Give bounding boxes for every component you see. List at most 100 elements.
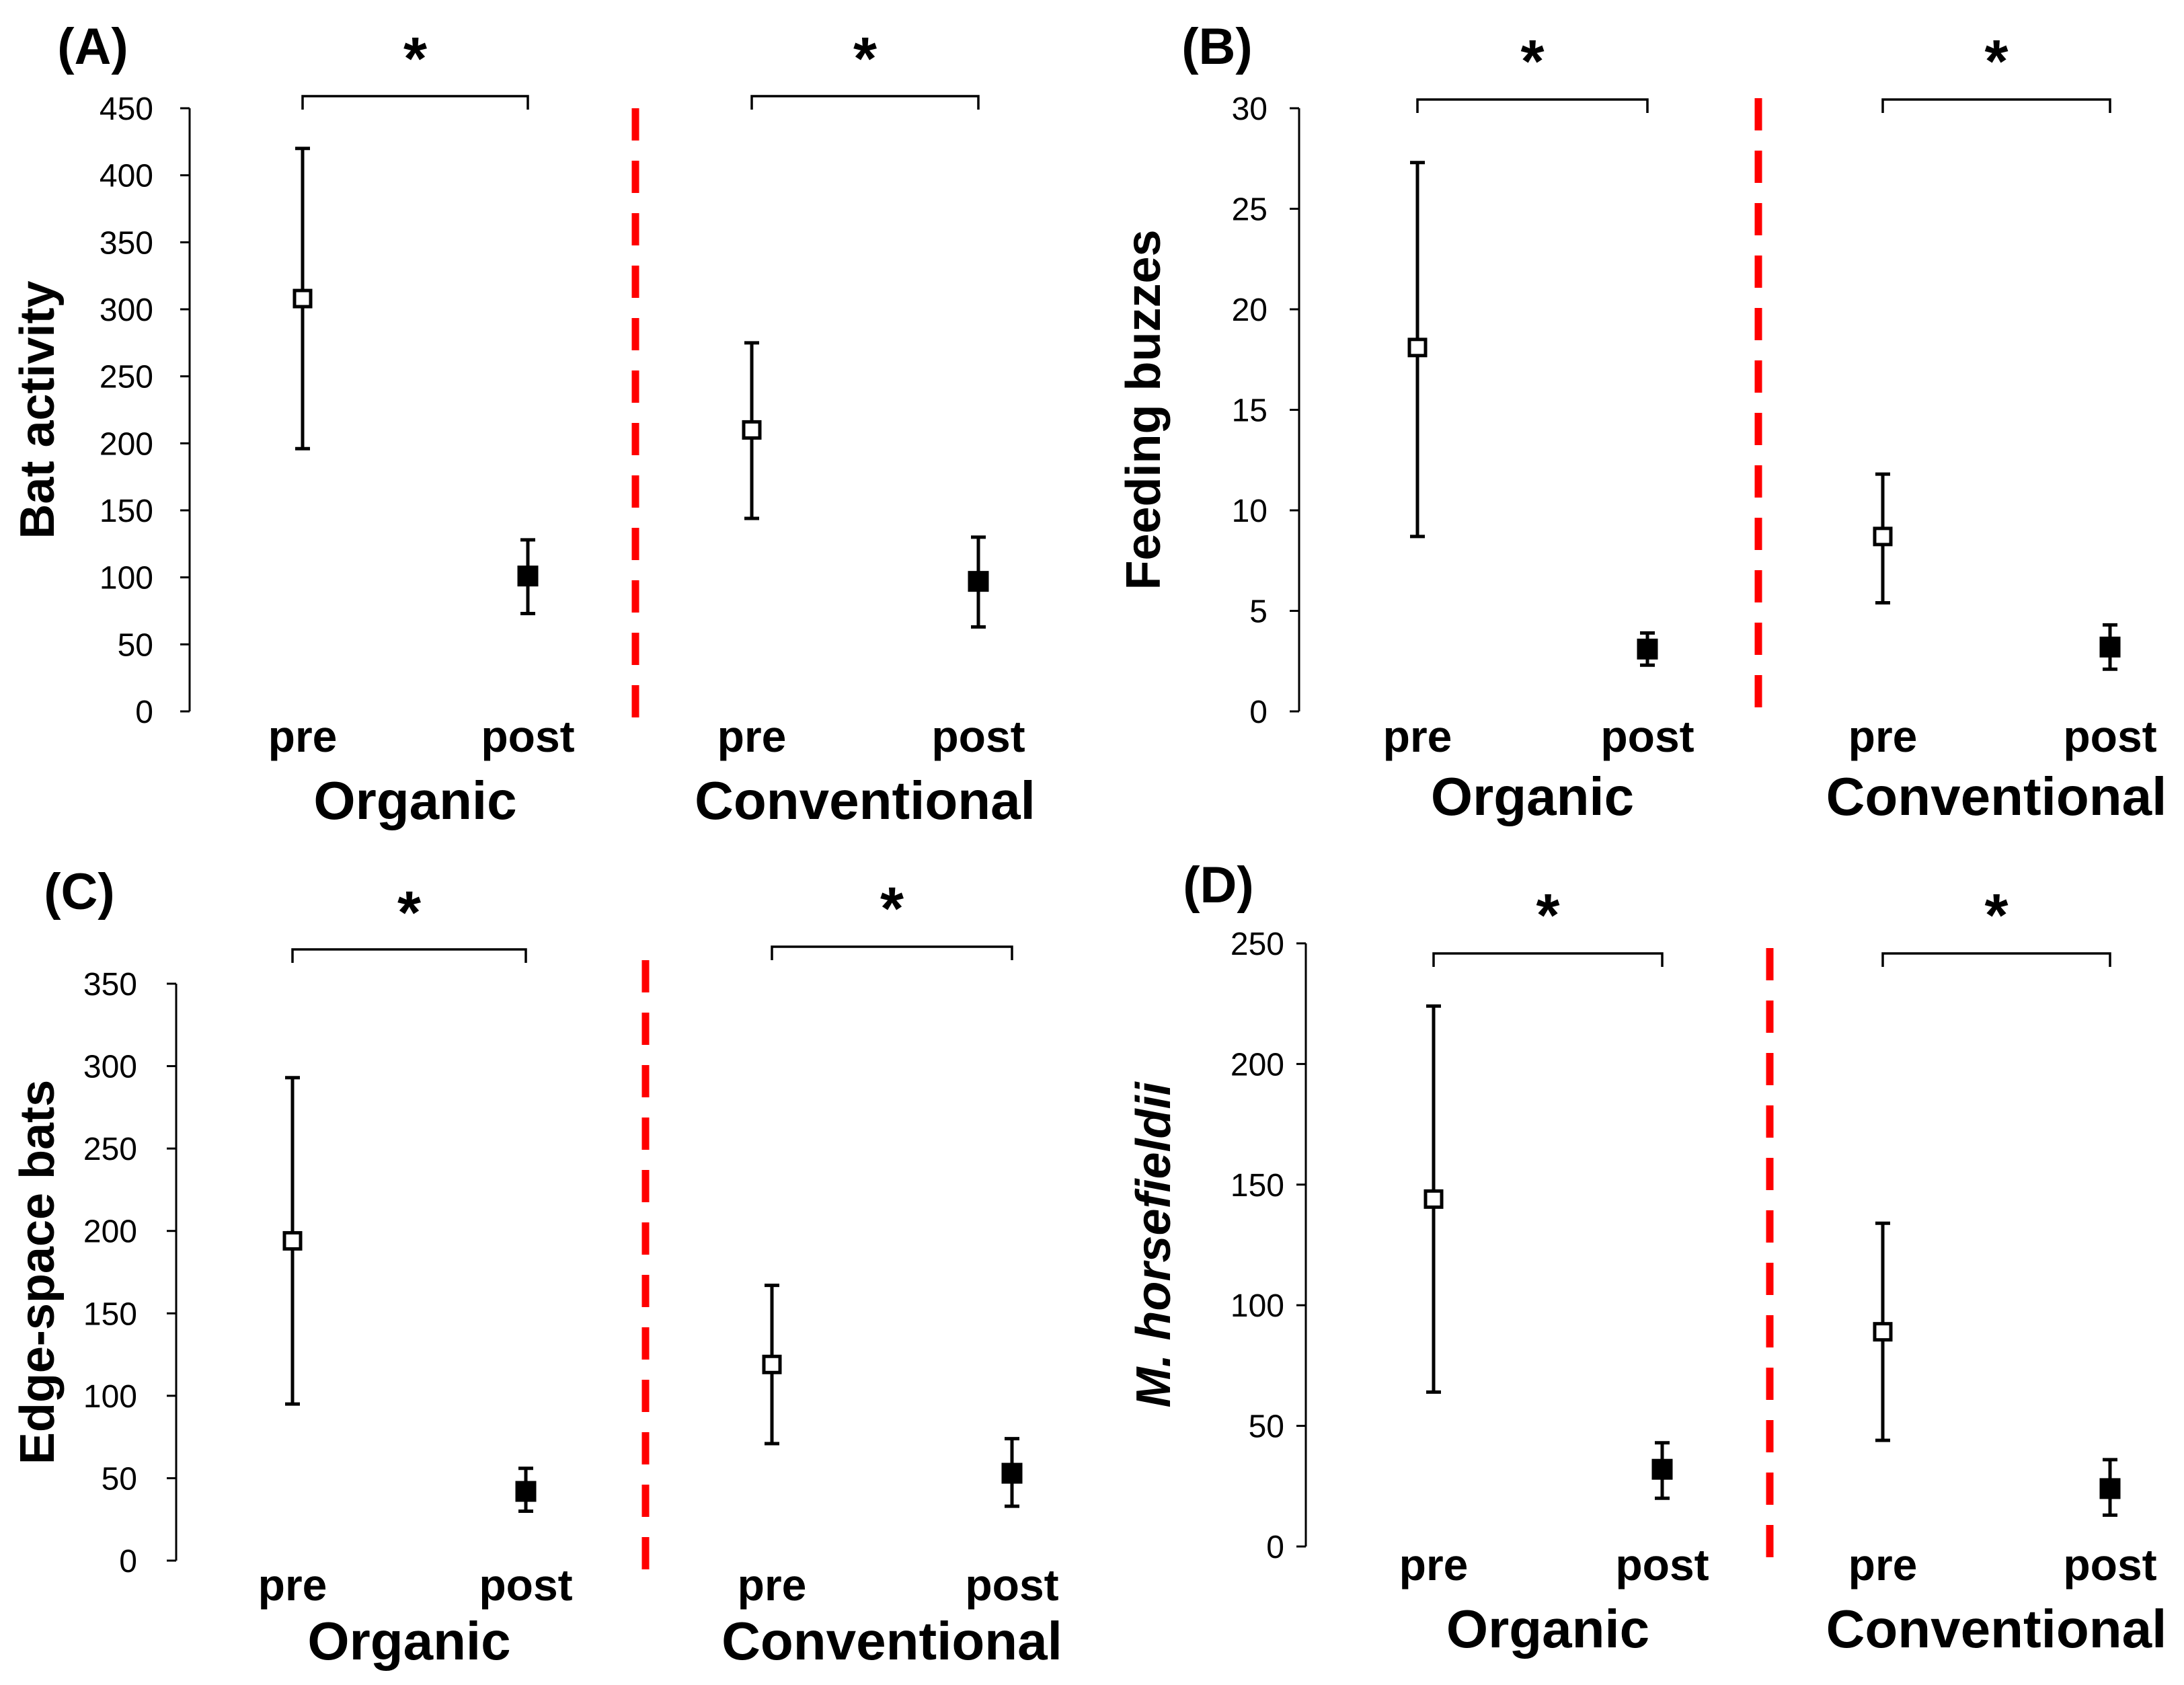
y-tick-label: 100 <box>1231 1288 1284 1324</box>
y-tick-label: 5 <box>1249 594 1268 630</box>
significance-star: * <box>403 26 427 93</box>
data-point-pre <box>1424 1189 1444 1209</box>
x-category-label: pre <box>738 1560 807 1610</box>
x-category-label: post <box>2063 1540 2156 1590</box>
data-point-pre <box>1873 526 1893 547</box>
data-point-post <box>1001 1462 1023 1484</box>
y-axis-title: Bat activity <box>11 280 65 539</box>
x-category-label: post <box>931 711 1025 761</box>
group-label: Organic <box>307 1611 510 1671</box>
group-label: Conventional <box>1826 1599 2167 1659</box>
x-category-label: pre <box>258 1560 327 1610</box>
y-tick-label: 200 <box>1231 1047 1284 1083</box>
x-category-label: post <box>1600 711 1694 761</box>
significance-bracket <box>771 945 1013 960</box>
y-axis-title: M. horsefieldii <box>1127 1081 1181 1407</box>
data-point-pre <box>762 1354 782 1374</box>
x-category-label: post <box>479 1560 572 1610</box>
x-category-label: pre <box>717 711 787 761</box>
significance-bracket <box>1432 952 1664 967</box>
data-point-post <box>1637 638 1658 660</box>
y-tick-label: 25 <box>1232 192 1268 228</box>
y-tick-label: 50 <box>102 1461 137 1497</box>
y-tick-label: 0 <box>1266 1530 1284 1565</box>
significance-star: * <box>1984 882 2008 949</box>
significance-bracket <box>1881 98 2111 113</box>
data-point-pre <box>282 1230 303 1251</box>
y-tick-label: 200 <box>100 426 153 462</box>
chart-panel-2: (B) 0 5 10 15 20 25 30 Feeding buzzes * pre post Org… <box>1117 18 2167 826</box>
y-tick-label: 150 <box>100 494 153 529</box>
data-point-pre <box>742 420 762 440</box>
y-tick-label: 0 <box>135 695 153 730</box>
significance-star: * <box>1520 28 1544 95</box>
y-tick-label: 100 <box>100 561 153 596</box>
y-axis-title: Edge-space bats <box>11 1080 65 1464</box>
y-tick-label: 50 <box>1249 1409 1284 1445</box>
x-category-label: post <box>1615 1540 1709 1590</box>
y-tick-label: 0 <box>119 1544 137 1579</box>
panel-label: (D) <box>1183 857 1254 914</box>
significance-bracket <box>1881 952 2111 967</box>
x-category-label: post <box>481 711 574 761</box>
y-tick-label: 300 <box>83 1050 137 1085</box>
y-tick-label: 350 <box>100 225 153 261</box>
x-category-label: post <box>965 1560 1058 1610</box>
y-tick-label: 20 <box>1232 292 1268 328</box>
y-tick-label: 250 <box>100 360 153 395</box>
y-tick-label: 300 <box>100 292 153 328</box>
group-label: Conventional <box>695 771 1036 830</box>
x-category-label: pre <box>1383 711 1452 761</box>
significance-star: * <box>853 26 877 93</box>
data-point-post <box>515 1481 537 1502</box>
chart-panel-4: (D) 0 50 100 150 200 250 M. horsefieldii * pre pos… <box>1127 857 2167 1659</box>
y-tick-label: 350 <box>83 967 137 1003</box>
group-label: Organic <box>1431 767 1634 826</box>
y-tick-label: 200 <box>83 1214 137 1250</box>
y-tick-label: 10 <box>1232 494 1268 529</box>
chart-panel-1: (A) 0 50 100 150 200 250 300 350 400 450 Bat activi… <box>11 18 1036 830</box>
significance-bracket <box>291 948 527 963</box>
significance-bracket <box>301 95 529 110</box>
y-tick-label: 400 <box>100 159 153 194</box>
panel-label: (B) <box>1181 18 1253 75</box>
chart-panel-3: (C) 0 50 100 150 200 250 300 350 Edge-space bats *… <box>11 863 1062 1671</box>
y-tick-label: 0 <box>1249 695 1268 730</box>
significance-star: * <box>1984 28 2008 95</box>
x-category-label: post <box>2063 711 2156 761</box>
panel-label: (C) <box>44 863 115 920</box>
y-tick-label: 250 <box>83 1132 137 1167</box>
data-point-post <box>517 565 539 587</box>
group-label: Organic <box>313 771 516 830</box>
y-tick-label: 150 <box>83 1296 137 1332</box>
y-tick-label: 150 <box>1231 1168 1284 1204</box>
data-point-pre <box>1407 338 1428 358</box>
y-tick-label: 450 <box>100 91 153 127</box>
y-tick-label: 30 <box>1232 91 1268 127</box>
significance-star: * <box>397 879 421 947</box>
significance-bracket <box>1416 98 1649 113</box>
x-category-label: pre <box>268 711 338 761</box>
data-point-post <box>968 571 989 592</box>
group-label: Organic <box>1446 1599 1649 1659</box>
data-point-pre <box>292 288 313 309</box>
y-tick-label: 100 <box>83 1379 137 1415</box>
data-point-post <box>1651 1458 1673 1480</box>
significance-bracket <box>750 95 980 110</box>
y-tick-label: 15 <box>1232 393 1268 429</box>
y-axis-title: Feeding buzzes <box>1117 229 1171 590</box>
group-label: Conventional <box>1826 767 2167 826</box>
panel-label: (A) <box>57 18 128 75</box>
data-point-post <box>2099 636 2121 658</box>
x-category-label: pre <box>1848 711 1918 761</box>
x-category-label: pre <box>1848 1540 1918 1590</box>
data-point-post <box>2099 1478 2121 1499</box>
y-tick-label: 50 <box>118 627 153 663</box>
significance-star: * <box>1536 882 1559 949</box>
group-label: Conventional <box>722 1611 1062 1671</box>
data-point-pre <box>1873 1322 1893 1342</box>
y-tick-label: 250 <box>1231 927 1284 962</box>
significance-star: * <box>880 875 904 943</box>
x-category-label: pre <box>1399 1540 1469 1590</box>
